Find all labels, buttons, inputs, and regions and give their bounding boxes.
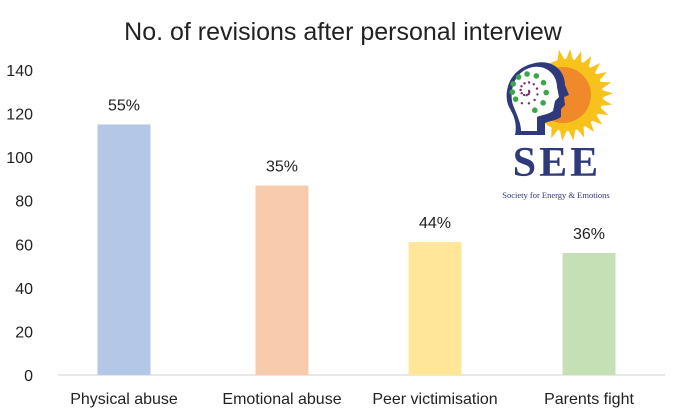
spiral-dot [525,94,528,97]
spiral-dot [523,82,526,85]
data-label: 35% [266,158,298,175]
spiral-dot [509,89,516,95]
bars: 55% 35% 44% 36% [97,97,616,375]
spiral-dot [520,91,523,95]
y-axis: 0 20 40 60 80 100 120 140 [6,63,33,385]
y-tick-label: 100 [6,150,33,167]
sun-ray [599,98,612,106]
sun-ray [600,89,613,98]
y-tick-label: 40 [15,281,33,298]
spiral-dot [536,93,539,96]
chart-title: No. of revisions after personal intervie… [124,18,563,46]
y-tick-label: 20 [15,324,33,341]
sun-ray [573,51,582,65]
data-label: 55% [108,97,140,114]
sun-ray [590,113,603,125]
x-tick-label: Parents fight [544,391,634,408]
sun-ray [581,55,592,69]
spiral-dot [519,88,522,92]
y-tick-label: 80 [15,194,33,211]
sun-ray [588,63,601,75]
spiral-dot [522,93,526,97]
spiral-dot [540,100,546,106]
bar-emotional-abuse [255,185,309,375]
x-tick-label: Emotional abuse [222,391,341,408]
spiral-dot [533,98,536,102]
y-tick-label: 0 [24,368,33,385]
sun-ray [567,127,576,141]
bar-peer-victimisation [408,242,462,375]
x-axis: Physical abuse Emotional abuse Peer victim… [70,391,634,408]
spiral-dot [532,83,535,86]
y-tick-label: 60 [15,237,33,254]
bar-parents-fight [562,253,616,375]
spiral-dot [512,96,519,102]
spiral-dot [520,85,523,88]
spiral-dot [533,73,540,79]
spiral-dot [543,89,549,96]
spiral-dot [520,102,524,105]
sun-ray [551,125,560,139]
sun-ray [559,128,568,141]
data-label: 44% [419,215,451,232]
sun-ray [598,81,612,90]
sun-ray [575,124,585,138]
spiral-dot [532,107,538,114]
spiral-dot [510,81,517,87]
spiral-dot [527,92,530,96]
bar-physical-abuse [97,124,151,375]
sun-ray [595,106,609,116]
sun-ray [557,49,566,63]
spiral-dot [540,79,547,86]
logo-name: SEE [513,140,601,186]
spiral-dot [527,102,531,105]
spiral-dot [527,81,531,84]
spiral-dot [515,74,522,80]
spiral-dot [535,87,539,90]
sun-ray [565,49,574,62]
see-logo: SEE Society for Energy & Emotions [502,49,613,200]
spiral-dot [524,71,530,77]
x-tick-label: Physical abuse [70,391,178,408]
logo-tagline: Society for Energy & Emotions [502,190,610,200]
y-tick-label: 120 [6,107,33,124]
sun-ray [594,72,607,82]
x-tick-label: Peer victimisation [372,391,497,408]
y-tick-label: 140 [6,63,33,80]
data-label: 36% [573,226,605,243]
spiral-dots-icon [509,71,549,114]
sun-ray [583,119,595,133]
